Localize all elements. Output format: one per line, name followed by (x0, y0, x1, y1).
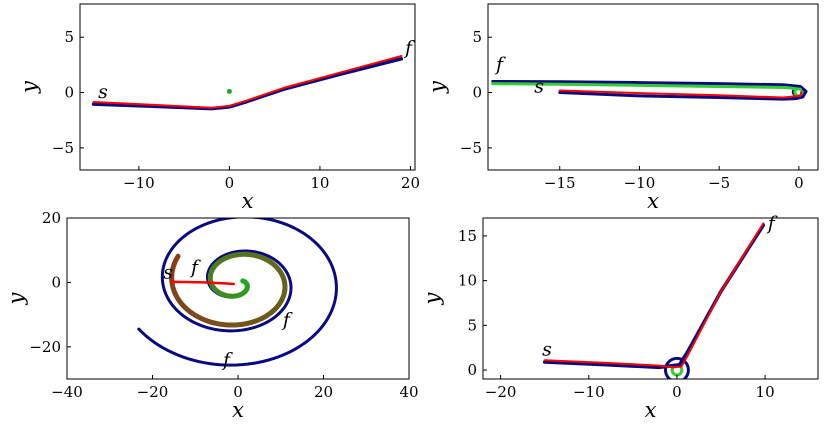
annotation-f: f (221, 349, 233, 371)
spiral-2-segment (210, 320, 233, 328)
x-tick-label: 10 (756, 383, 775, 401)
annotation-f: f (281, 309, 293, 331)
x-tick-label: 0 (672, 383, 682, 401)
y-tick-label: −5 (52, 139, 74, 157)
trajectory-line-2 (543, 222, 765, 369)
x-tick-label: −10 (123, 174, 155, 192)
x-tick-label: 0 (233, 383, 243, 401)
trajectory-line-1 (491, 79, 808, 101)
x-tick-label: −10 (573, 383, 605, 401)
y-axis-label: y (425, 80, 449, 94)
plot-area (491, 79, 808, 101)
y-tick-label: 0 (51, 273, 61, 291)
y-tick-label: 5 (467, 316, 477, 334)
axes-frame (79, 3, 416, 171)
x-tick-label: 0 (794, 174, 804, 192)
x-tick-label: −10 (624, 174, 656, 192)
spiral-2-segment (172, 290, 187, 309)
annotation-s: s (98, 81, 108, 103)
annotation-f: f (766, 213, 778, 235)
annotation-f: f (403, 37, 415, 59)
trajectory-line-2 (92, 55, 403, 109)
y-tick-label: −5 (460, 139, 482, 157)
x-axis-label: x (242, 189, 254, 213)
x-tick-label: −40 (51, 383, 83, 401)
trajectory-line-3 (558, 89, 803, 99)
axes-frame (66, 217, 410, 380)
x-tick-label: 40 (399, 383, 418, 401)
y-tick-label: 0 (467, 361, 477, 379)
marker-point-1 (226, 88, 232, 94)
x-tick-label: 10 (310, 174, 329, 192)
y-tick-label: 5 (64, 28, 74, 46)
spiral-2-segment (227, 321, 249, 328)
y-axis-label: y (420, 291, 444, 305)
x-tick-label: −20 (137, 383, 169, 401)
y-tick-label: 0 (472, 84, 482, 102)
x-tick-label: 0 (225, 174, 235, 192)
y-axis-label: y (17, 80, 41, 94)
trajectory-line-1 (91, 57, 404, 111)
loop-1 (663, 356, 690, 379)
plot-area (137, 218, 338, 367)
y-tick-label: −20 (29, 338, 61, 356)
x-tick-label: 20 (314, 383, 333, 401)
x-tick-label: −15 (544, 174, 576, 192)
y-tick-label: 15 (458, 227, 477, 245)
trajectory-line-1 (170, 280, 235, 286)
x-tick-label: −5 (708, 174, 730, 192)
subplot-2: −15 −10 −5 0 −5 0 5 x y f s (425, 3, 819, 213)
y-tick-label: 5 (472, 28, 482, 46)
x-axis-label: x (645, 398, 657, 422)
x-tick-label: 20 (401, 174, 420, 192)
annotation-s: s (534, 76, 544, 98)
x-tick-label: −20 (485, 383, 517, 401)
spiral-2-segment (181, 303, 200, 319)
annotation-f: f (494, 53, 506, 75)
spiral-1 (137, 218, 338, 367)
annotation-s: s (542, 339, 552, 361)
y-tick-label: 0 (64, 84, 74, 102)
spiral-2-segment (169, 261, 177, 282)
spiral-2-segment (194, 313, 216, 326)
trajectory-line-1 (542, 223, 766, 370)
plot-area (542, 222, 766, 379)
axes-frame (482, 217, 819, 380)
subplot-4: −20 −10 0 10 0 5 10 15 x y s f (420, 213, 819, 422)
annotation-s: s (163, 262, 173, 284)
x-axis-label: x (232, 398, 244, 422)
trajectory-line-2 (491, 82, 802, 91)
spiral-2-segment (243, 316, 264, 327)
y-tick-label: 10 (458, 272, 477, 290)
y-axis-label: y (4, 291, 28, 305)
annotation-f: f (189, 256, 201, 278)
subplot-1: −10 0 10 20 −5 0 5 x y s f (17, 3, 420, 213)
x-axis-label: x (647, 189, 659, 213)
y-tick-label: 20 (42, 209, 61, 227)
spiral-2-segment (171, 253, 181, 267)
axes-frame (487, 3, 819, 171)
plot-area (91, 55, 404, 111)
